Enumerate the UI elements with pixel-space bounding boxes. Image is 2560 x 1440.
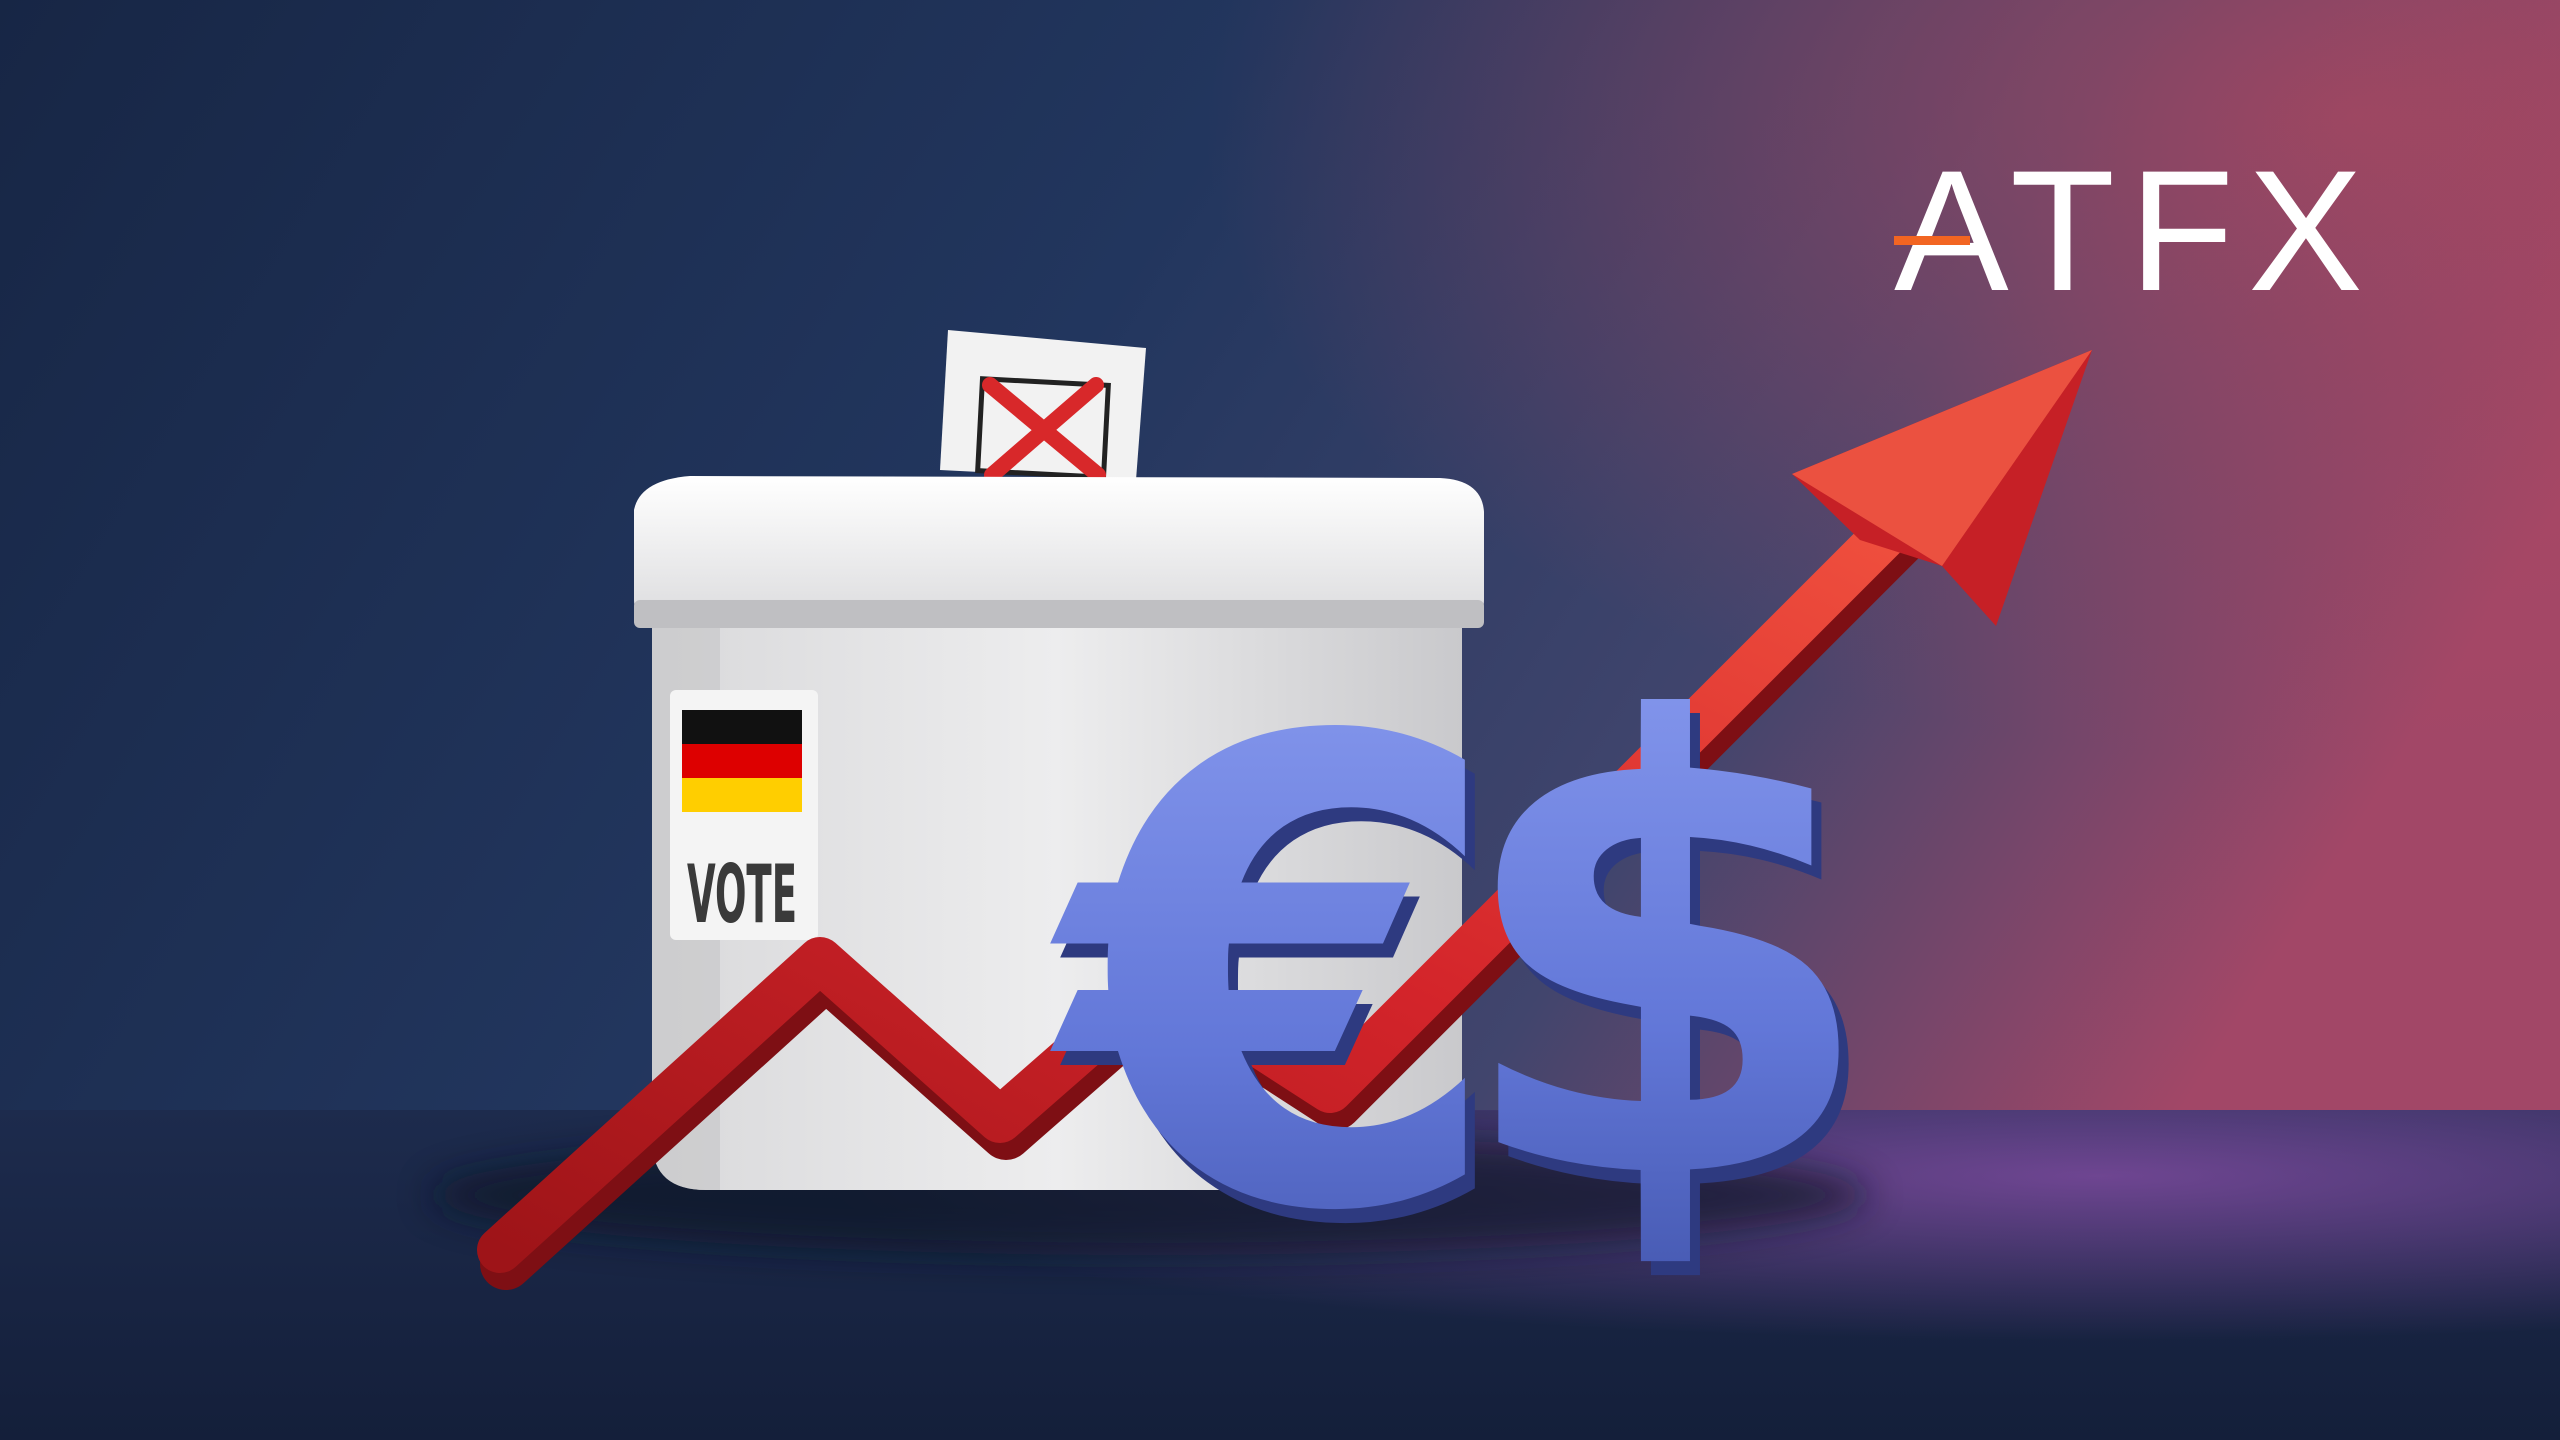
x-mark-icon	[982, 377, 1106, 483]
trend-arrow	[477, 350, 2092, 1290]
euro-symbol-shadow: €	[1052, 620, 1517, 1365]
logo-accent-bar	[1894, 236, 1970, 245]
dollar-symbol-shadow: $	[1459, 610, 1890, 1331]
atfx-logo: ATFX	[1894, 135, 2377, 327]
euro-symbol: €	[1042, 606, 1507, 1351]
germany-flag-icon	[682, 710, 802, 812]
ballot-paper	[940, 330, 1146, 483]
atfx-logo-text: ATFX	[1894, 135, 2377, 327]
currency-symbols: € € $ $	[1042, 596, 1890, 1365]
dollar-symbol: $	[1449, 596, 1880, 1317]
vote-label: VOTE	[687, 848, 797, 941]
